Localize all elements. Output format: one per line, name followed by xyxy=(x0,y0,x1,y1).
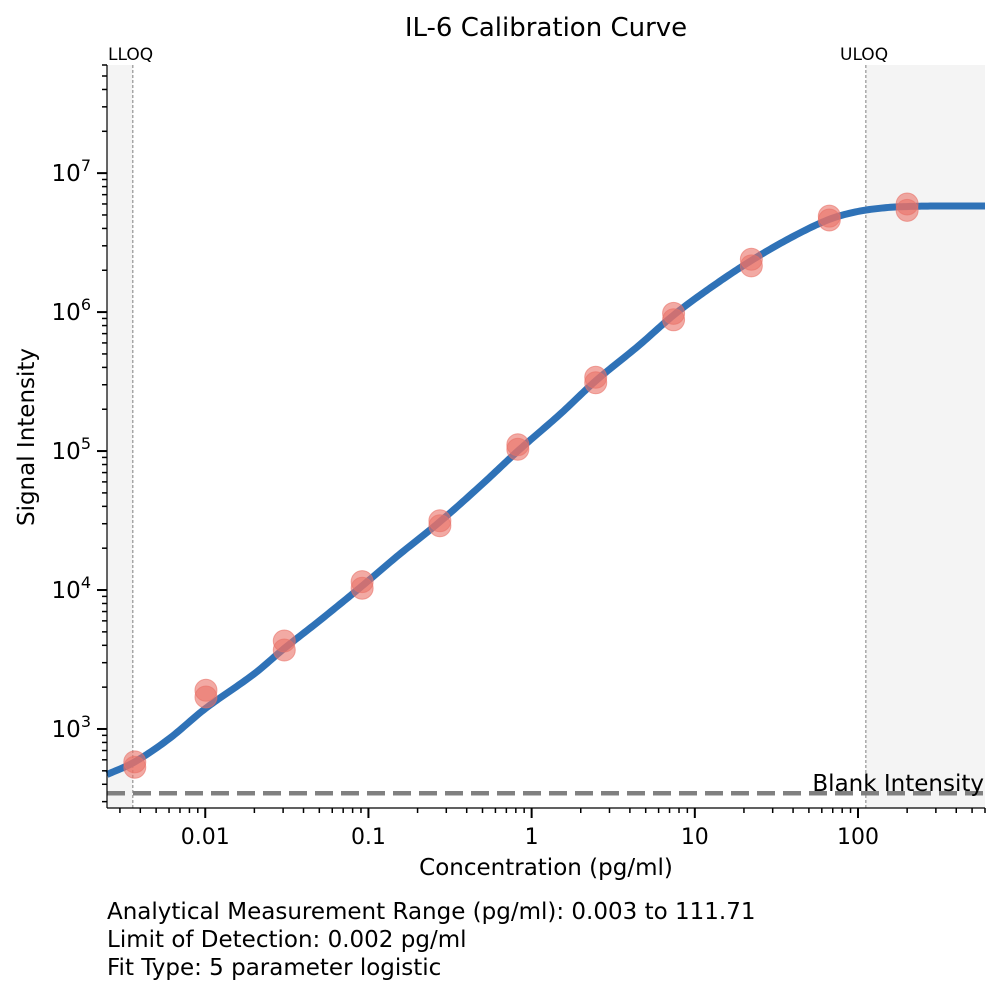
data-point xyxy=(272,629,296,653)
data-point xyxy=(584,365,608,389)
uloq-label: ULOQ xyxy=(840,45,888,65)
data-point xyxy=(662,301,686,325)
lloq-label: LLOQ xyxy=(108,45,153,65)
x-axis-label: Concentration (pg/ml) xyxy=(419,855,673,881)
data-point xyxy=(817,204,841,228)
y-axis-label: Signal Intensity xyxy=(14,348,40,526)
x-tick-label: 1 xyxy=(525,825,539,850)
fit-type-text: Fit Type: 5 parameter logistic xyxy=(107,955,442,981)
data-point xyxy=(739,247,763,271)
x-tick-label: 10 xyxy=(681,825,709,850)
below-lloq-shade xyxy=(107,65,133,808)
detection-limit-text: Limit of Detection: 0.002 pg/ml xyxy=(107,927,467,953)
y-tick-label: 107 xyxy=(52,156,91,187)
y-tick-label: 105 xyxy=(52,434,91,465)
summary-footer: Analytical Measurement Range (pg/ml): 0.… xyxy=(107,898,755,982)
data-point xyxy=(194,678,218,702)
x-tick-label: 100 xyxy=(837,825,879,850)
fit-curve xyxy=(105,202,985,778)
x-tick-label: 0.1 xyxy=(351,825,386,850)
y-tick-label: 104 xyxy=(52,573,91,604)
data-point xyxy=(428,509,452,533)
data-point xyxy=(123,750,147,774)
y-tick-label: 106 xyxy=(52,295,91,326)
measurement-range-text: Analytical Measurement Range (pg/ml): 0.… xyxy=(107,899,756,925)
chart-title: IL-6 Calibration Curve xyxy=(405,13,687,43)
above-uloq-shade xyxy=(865,65,985,808)
blank-intensity-label: Blank Intensity xyxy=(812,771,984,797)
data-point xyxy=(350,570,374,594)
data-point xyxy=(506,433,530,457)
data-point xyxy=(895,192,919,216)
x-tick-label: 0.01 xyxy=(181,825,230,850)
y-tick-label: 103 xyxy=(52,712,91,743)
